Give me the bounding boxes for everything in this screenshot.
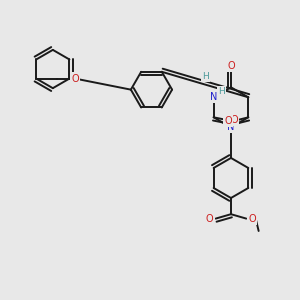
Text: O: O — [224, 116, 232, 126]
Text: O: O — [230, 115, 238, 125]
Text: O: O — [227, 61, 235, 71]
Text: H: H — [202, 72, 208, 81]
Text: O: O — [206, 214, 214, 224]
Text: O: O — [71, 74, 79, 84]
Text: N: N — [210, 92, 217, 102]
Text: N: N — [227, 122, 235, 132]
Text: O: O — [248, 214, 256, 224]
Text: H: H — [218, 88, 225, 97]
